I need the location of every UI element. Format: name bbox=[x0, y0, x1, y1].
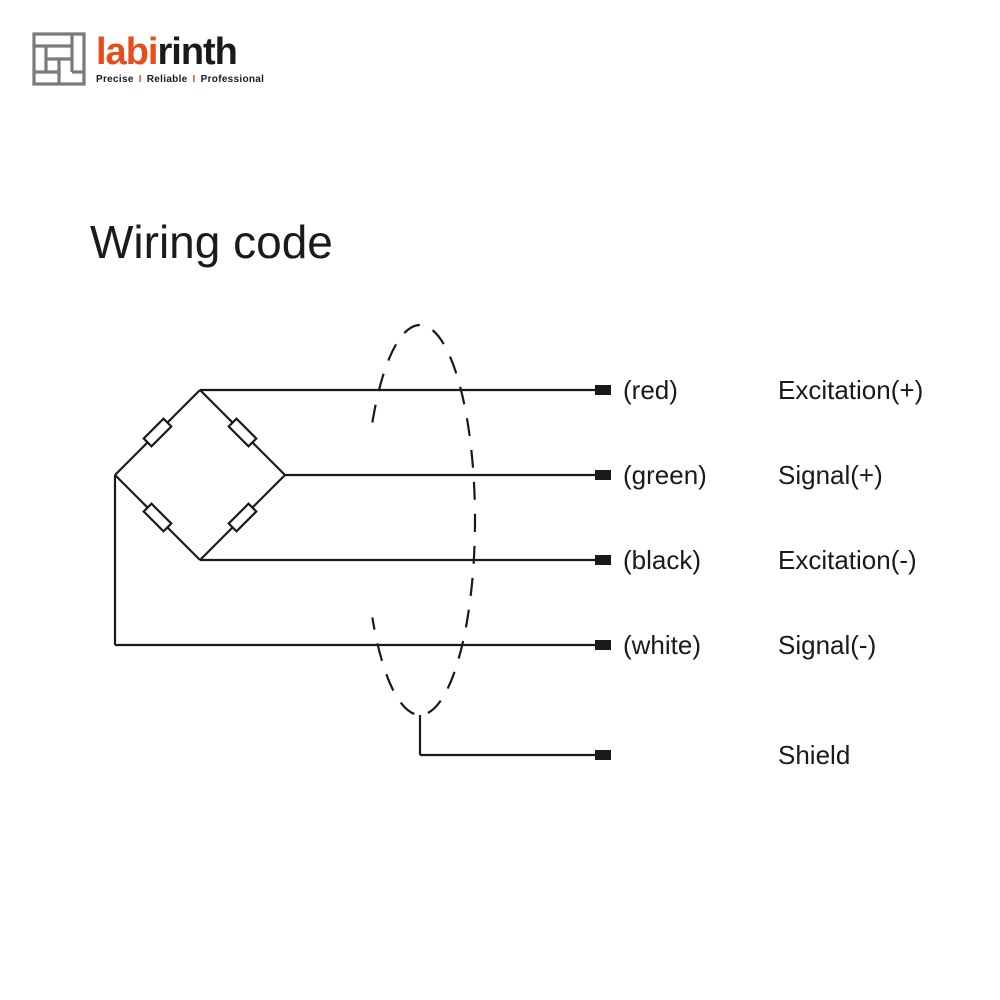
logo-part2: rinth bbox=[157, 31, 236, 73]
logo-block: labirinth PreciseIReliableIProfessional bbox=[32, 32, 264, 86]
wire-color-label: (black) bbox=[623, 545, 778, 576]
wire-row-black: (black) Excitation(-) bbox=[595, 550, 917, 570]
wire-color-label: (white) bbox=[623, 630, 778, 661]
terminal-icon bbox=[595, 555, 611, 565]
wire-function-label: Shield bbox=[778, 740, 850, 771]
tagline-word-1: Precise bbox=[96, 74, 134, 85]
logo-part1: labi bbox=[96, 31, 157, 73]
wire-row-white: (white) Signal(-) bbox=[595, 635, 876, 655]
terminal-icon bbox=[595, 750, 611, 760]
terminal-icon bbox=[595, 385, 611, 395]
wire-function-label: Signal(+) bbox=[778, 460, 883, 491]
wiring-diagram: (red) Excitation(+) (green) Signal(+) (b… bbox=[60, 300, 940, 860]
logo-tagline: PreciseIReliableIProfessional bbox=[96, 74, 264, 85]
wire-color-label: (red) bbox=[623, 375, 778, 406]
wire-color-label: (green) bbox=[623, 460, 778, 491]
wire-row-shield: Shield bbox=[595, 745, 850, 765]
terminal-icon bbox=[595, 640, 611, 650]
logo-wordmark: labirinth bbox=[96, 33, 264, 71]
wire-row-green: (green) Signal(+) bbox=[595, 465, 883, 485]
terminal-icon bbox=[595, 470, 611, 480]
tagline-word-2: Reliable bbox=[147, 74, 188, 85]
logo-text: labirinth PreciseIReliableIProfessional bbox=[96, 33, 264, 85]
tagline-word-3: Professional bbox=[201, 74, 265, 85]
wire-function-label: Signal(-) bbox=[778, 630, 876, 661]
maze-icon bbox=[32, 32, 86, 86]
wire-function-label: Excitation(+) bbox=[778, 375, 923, 406]
wire-row-red: (red) Excitation(+) bbox=[595, 380, 923, 400]
wire-function-label: Excitation(-) bbox=[778, 545, 917, 576]
diagram-title: Wiring code bbox=[90, 215, 333, 269]
